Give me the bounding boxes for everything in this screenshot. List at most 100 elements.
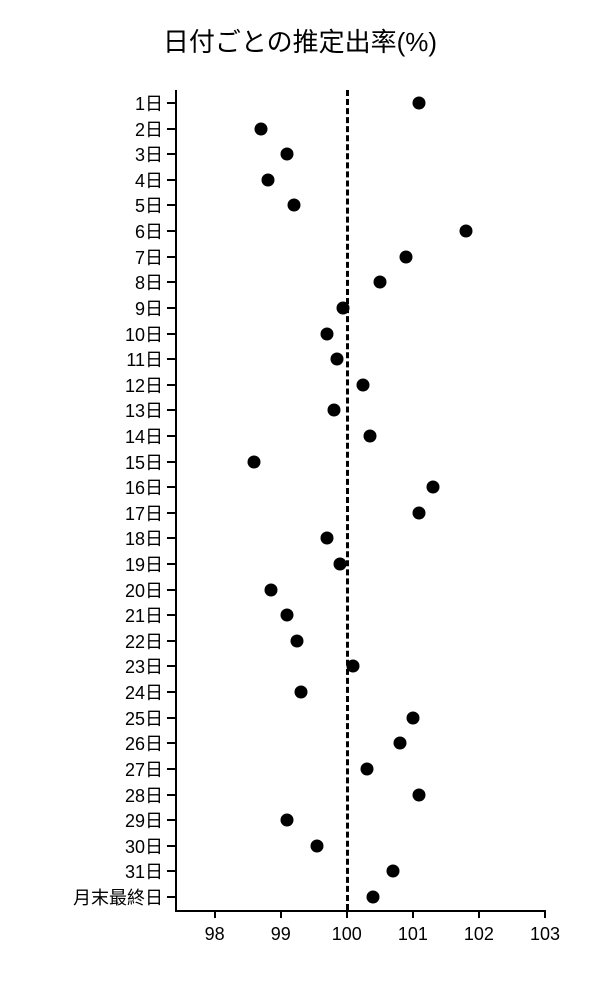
x-tick xyxy=(214,910,216,918)
chart-container: 日付ごとの推定出率(%) 98 99 100 101 102 103 1日2日3日4日5日6… xyxy=(0,0,600,1000)
y-tick-label: 5日 xyxy=(135,192,163,218)
x-tick-label: 98 xyxy=(205,924,225,945)
y-tick-label: 28日 xyxy=(125,782,163,808)
y-tick xyxy=(167,614,175,616)
data-point xyxy=(311,839,324,852)
data-point xyxy=(287,199,300,212)
y-tick xyxy=(167,870,175,872)
y-tick-label: 13日 xyxy=(125,397,163,423)
x-tick-label: 103 xyxy=(530,924,560,945)
data-point xyxy=(330,353,343,366)
data-point xyxy=(320,532,333,545)
y-tick xyxy=(167,204,175,206)
y-tick xyxy=(167,589,175,591)
y-tick-label: 15日 xyxy=(125,449,163,475)
y-tick xyxy=(167,153,175,155)
y-tick xyxy=(167,845,175,847)
data-point xyxy=(413,97,426,110)
y-tick-label: 21日 xyxy=(125,602,163,628)
y-tick-label: 16日 xyxy=(125,474,163,500)
chart-title: 日付ごとの推定出率(%) xyxy=(0,22,600,59)
x-tick xyxy=(478,910,480,918)
y-tick xyxy=(167,435,175,437)
y-tick-label: 27日 xyxy=(125,756,163,782)
y-tick xyxy=(167,256,175,258)
x-tick xyxy=(280,910,282,918)
y-tick xyxy=(167,640,175,642)
y-tick xyxy=(167,486,175,488)
y-tick-label: 29日 xyxy=(125,807,163,833)
data-point xyxy=(459,225,472,238)
y-tick xyxy=(167,794,175,796)
y-tick xyxy=(167,717,175,719)
data-point xyxy=(413,788,426,801)
reference-line xyxy=(346,90,349,910)
y-tick xyxy=(167,665,175,667)
y-tick-label: 23日 xyxy=(125,653,163,679)
y-tick-label: 6日 xyxy=(135,218,163,244)
y-tick-label: 4日 xyxy=(135,167,163,193)
data-point xyxy=(281,609,294,622)
y-tick-label: 3日 xyxy=(135,141,163,167)
y-tick xyxy=(167,691,175,693)
y-tick xyxy=(167,333,175,335)
y-tick-label: 14日 xyxy=(125,423,163,449)
x-tick-label: 99 xyxy=(271,924,291,945)
x-tick-label: 102 xyxy=(464,924,494,945)
data-point xyxy=(337,301,350,314)
data-point xyxy=(413,506,426,519)
y-tick-label: 8日 xyxy=(135,269,163,295)
data-point xyxy=(347,660,360,673)
data-point xyxy=(291,634,304,647)
y-tick xyxy=(167,307,175,309)
data-point xyxy=(248,455,261,468)
x-tick-label: 101 xyxy=(398,924,428,945)
y-tick-label: 25日 xyxy=(125,705,163,731)
y-tick-label: 17日 xyxy=(125,500,163,526)
y-tick xyxy=(167,512,175,514)
y-tick xyxy=(167,230,175,232)
y-tick xyxy=(167,768,175,770)
y-tick-label: 18日 xyxy=(125,525,163,551)
y-tick-label: 9日 xyxy=(135,295,163,321)
y-tick-label: 1日 xyxy=(135,90,163,116)
y-tick xyxy=(167,742,175,744)
y-tick xyxy=(167,128,175,130)
y-tick xyxy=(167,896,175,898)
y-axis-line xyxy=(175,90,177,910)
y-tick xyxy=(167,384,175,386)
data-point xyxy=(393,737,406,750)
data-point xyxy=(373,276,386,289)
y-tick-label: 24日 xyxy=(125,679,163,705)
y-tick-label: 20日 xyxy=(125,577,163,603)
y-tick xyxy=(167,358,175,360)
x-tick-label: 100 xyxy=(332,924,362,945)
y-tick-label: 11日 xyxy=(126,346,163,372)
y-tick-label: 19日 xyxy=(125,551,163,577)
x-tick xyxy=(346,910,348,918)
data-point xyxy=(360,762,373,775)
data-point xyxy=(281,148,294,161)
data-point xyxy=(334,558,347,571)
data-point xyxy=(426,481,439,494)
y-tick xyxy=(167,281,175,283)
y-tick xyxy=(167,461,175,463)
y-tick xyxy=(167,819,175,821)
data-point xyxy=(387,865,400,878)
y-tick xyxy=(167,563,175,565)
data-point xyxy=(254,122,267,135)
y-tick-label: 22日 xyxy=(125,628,163,654)
y-tick-label: 26日 xyxy=(125,730,163,756)
data-point xyxy=(400,250,413,263)
x-axis-line xyxy=(175,910,545,912)
y-tick-label: 7日 xyxy=(135,244,163,270)
data-point xyxy=(281,814,294,827)
y-tick-label: 2日 xyxy=(135,116,163,142)
data-point xyxy=(367,891,380,904)
y-tick xyxy=(167,179,175,181)
data-point xyxy=(357,378,370,391)
data-point xyxy=(294,686,307,699)
y-tick-label: 12日 xyxy=(125,372,163,398)
data-point xyxy=(261,173,274,186)
y-tick xyxy=(167,537,175,539)
